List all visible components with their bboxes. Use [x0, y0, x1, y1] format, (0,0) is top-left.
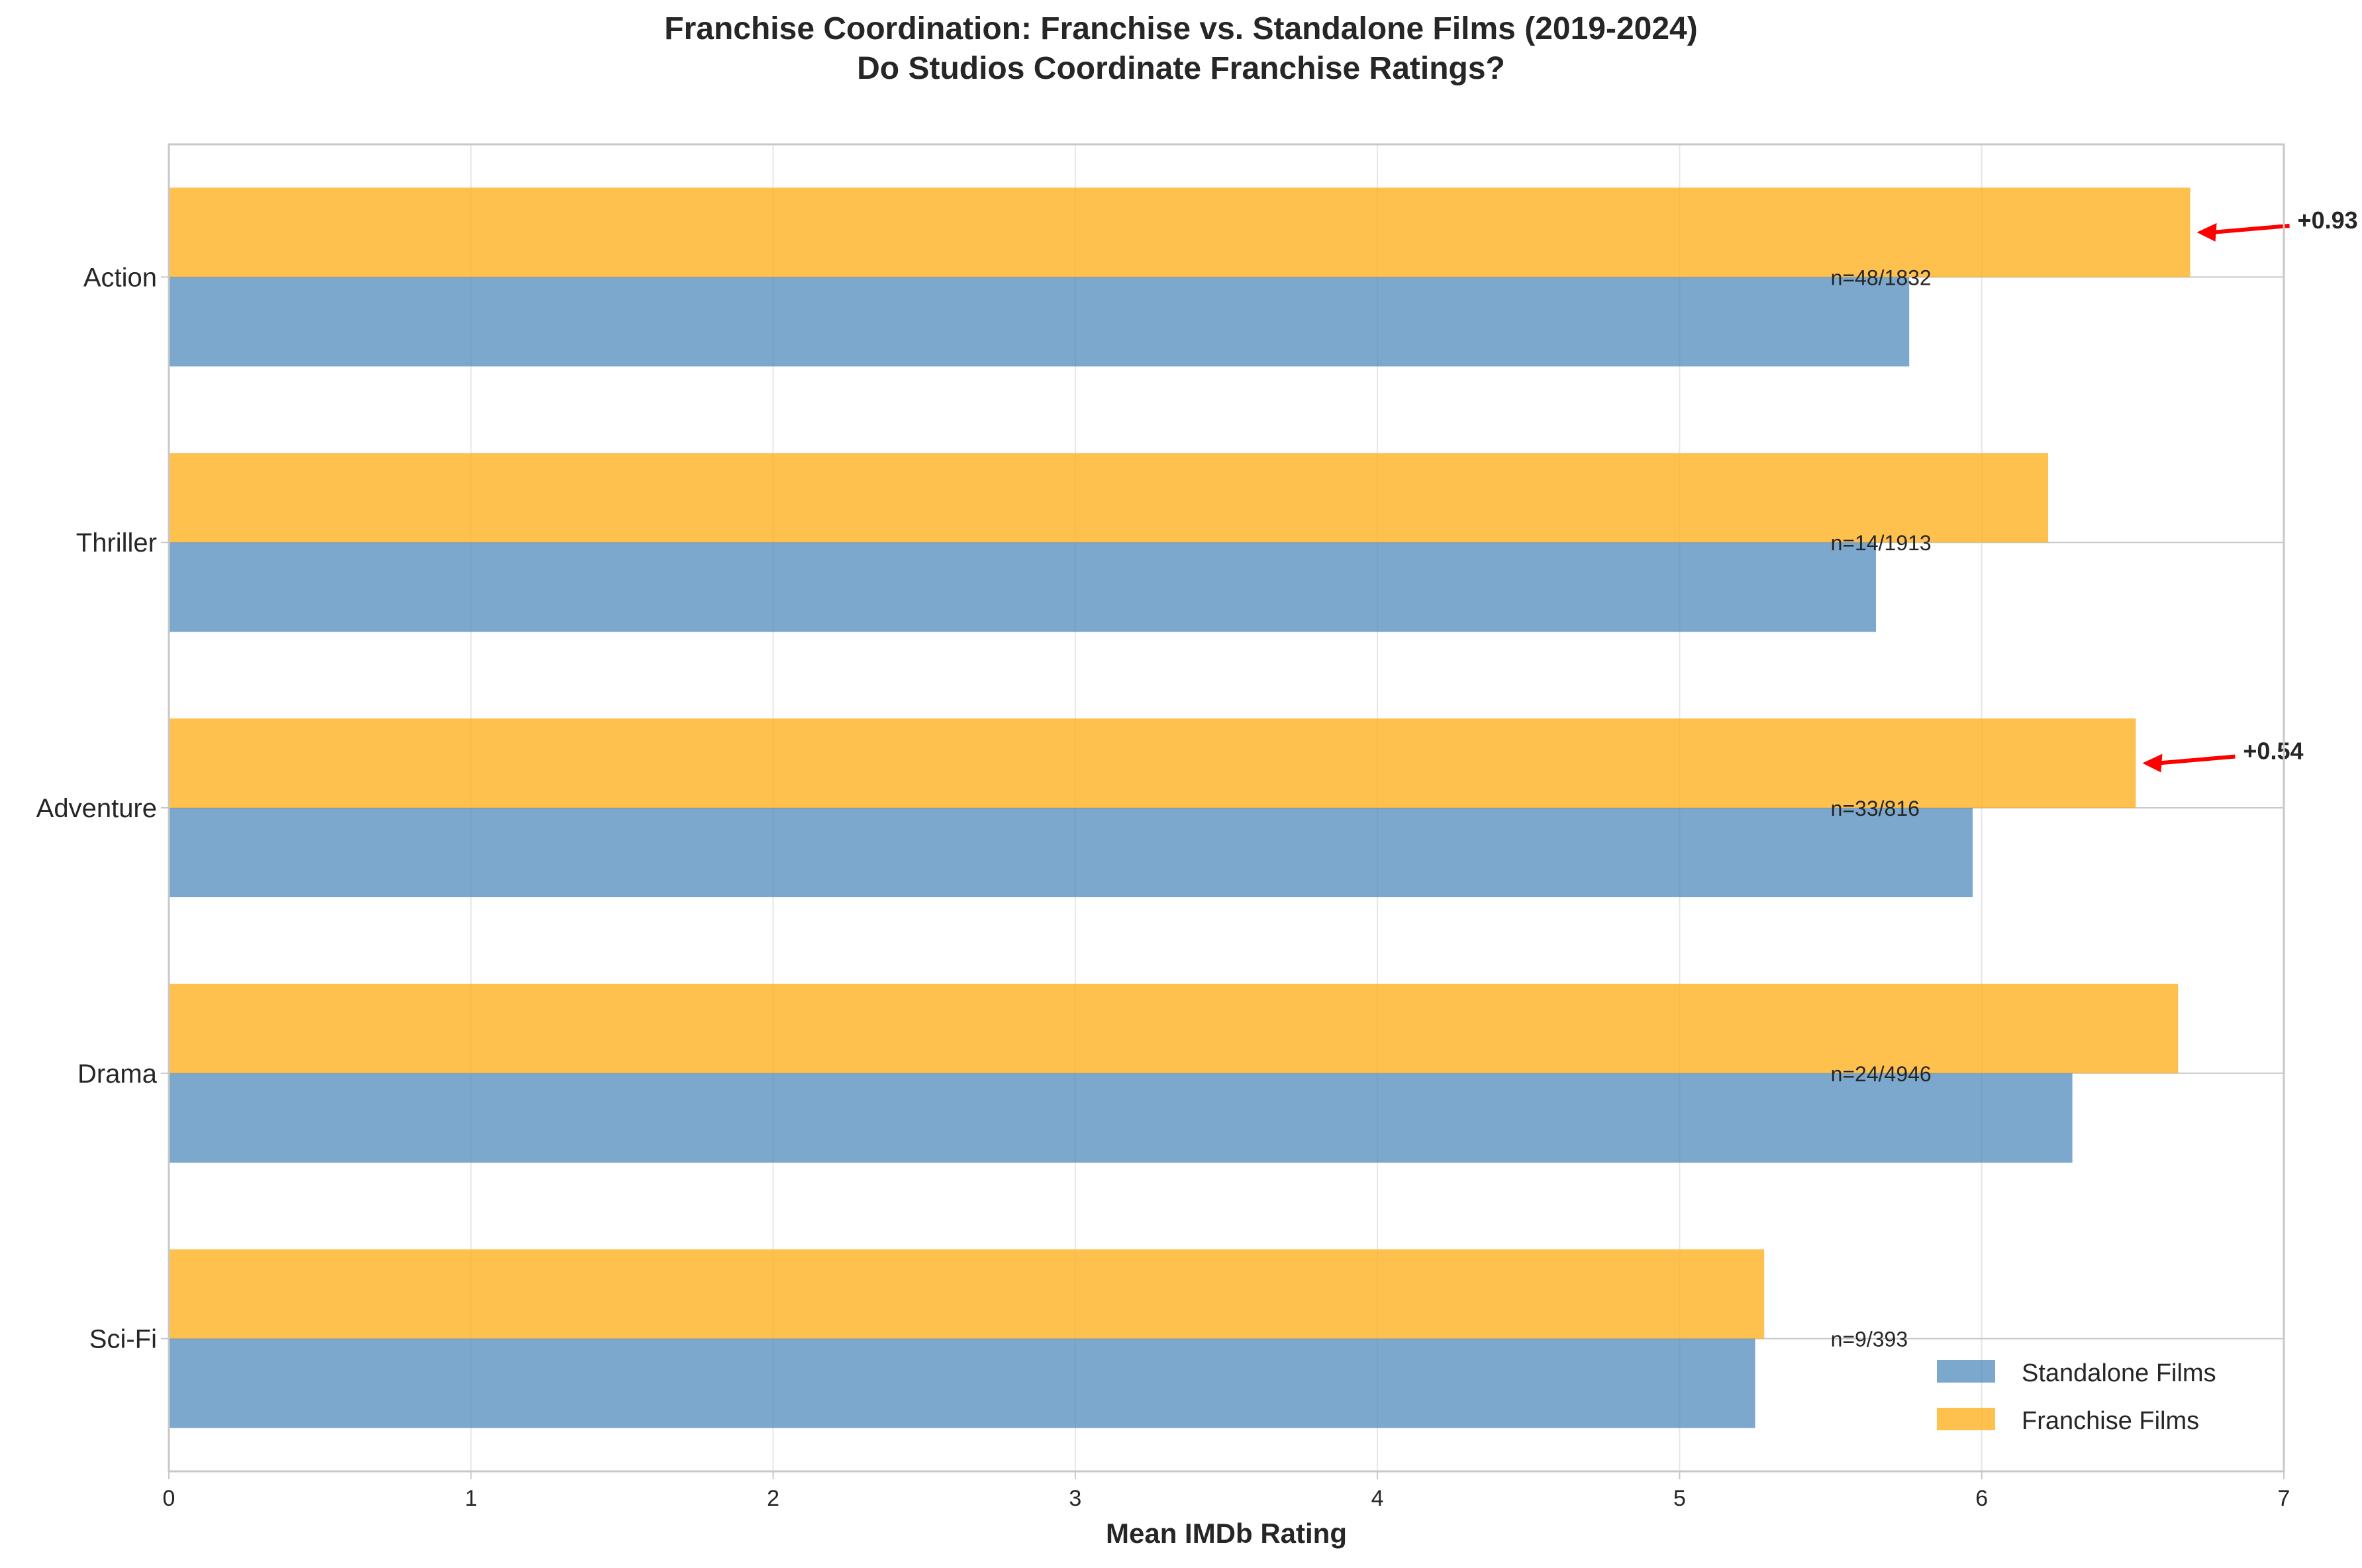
x-tick-label: 5: [1673, 1486, 1686, 1511]
sample-size-label: n=9/393: [1831, 1328, 1908, 1351]
bar-standalone-adventure: [169, 808, 1973, 897]
y-tick-label: Action: [83, 263, 157, 292]
bar-franchise-drama: [169, 983, 2179, 1073]
sample-size-label: n=48/1832: [1831, 266, 1932, 289]
annotation-arrowhead: [2142, 754, 2163, 773]
annotation-arrow: [2212, 223, 2290, 234]
bar-standalone-sci-fi: [169, 1338, 1755, 1428]
y-tick-label: Drama: [77, 1059, 158, 1089]
bar-standalone-action: [169, 277, 1910, 367]
annotation-diff-label: +0.54: [2243, 738, 2303, 765]
x-tick-label: 0: [163, 1486, 175, 1511]
legend-swatch: [1937, 1360, 1995, 1383]
sample-size-label: n=33/816: [1831, 797, 1920, 820]
bar-franchise-sci-fi: [169, 1249, 1765, 1339]
chart-subtitle: Do Studios Coordinate Franchise Ratings?: [857, 51, 1505, 86]
chart-title: Franchise Coordination: Franchise vs. St…: [664, 11, 1698, 46]
bar-franchise-adventure: [169, 718, 2136, 808]
bar-franchise-action: [169, 187, 2190, 277]
y-tick-label: Sci-Fi: [89, 1325, 157, 1354]
annotation-diff-label: +0.93: [2298, 207, 2358, 234]
annotation-arrow: [2158, 754, 2236, 765]
legend-label: Franchise Films: [2022, 1407, 2199, 1435]
y-tick-label: Adventure: [36, 794, 157, 823]
bar-standalone-thriller: [169, 542, 1877, 632]
bars: [169, 187, 2190, 1428]
legend-label: Standalone Films: [2022, 1359, 2216, 1387]
annotations: +0.93 +0.54: [2142, 207, 2358, 773]
bar-franchise-thriller: [169, 453, 2049, 543]
x-axis: 0 1 2 3 4 5 6 7: [163, 1471, 2290, 1511]
y-tick-label: Thriller: [76, 528, 157, 558]
x-tick-label: 3: [1069, 1486, 1081, 1511]
legend-swatch: [1937, 1408, 1995, 1430]
legend: Standalone Films Franchise Films: [1937, 1359, 2216, 1435]
chart-title-block: Franchise Coordination: Franchise vs. St…: [0, 9, 2362, 89]
sample-size-label: n=24/4946: [1831, 1062, 1932, 1086]
x-tick-label: 1: [465, 1486, 477, 1511]
x-tick-label: 7: [2278, 1486, 2290, 1511]
y-axis: Action Thriller Adventure Drama Sci-Fi: [36, 263, 169, 1354]
annotation-arrowhead: [2196, 222, 2217, 242]
x-tick-label: 4: [1371, 1486, 1384, 1511]
x-axis-title: Mean IMDb Rating: [1106, 1518, 1347, 1549]
x-tick-label: 6: [1975, 1486, 1988, 1511]
bar-standalone-drama: [169, 1073, 2073, 1163]
x-tick-label: 2: [767, 1486, 779, 1511]
sample-labels: n=48/1832 n=14/1913 n=33/816 n=24/4946 n=9/3…: [1831, 266, 1932, 1351]
sample-size-label: n=14/1913: [1831, 531, 1932, 555]
